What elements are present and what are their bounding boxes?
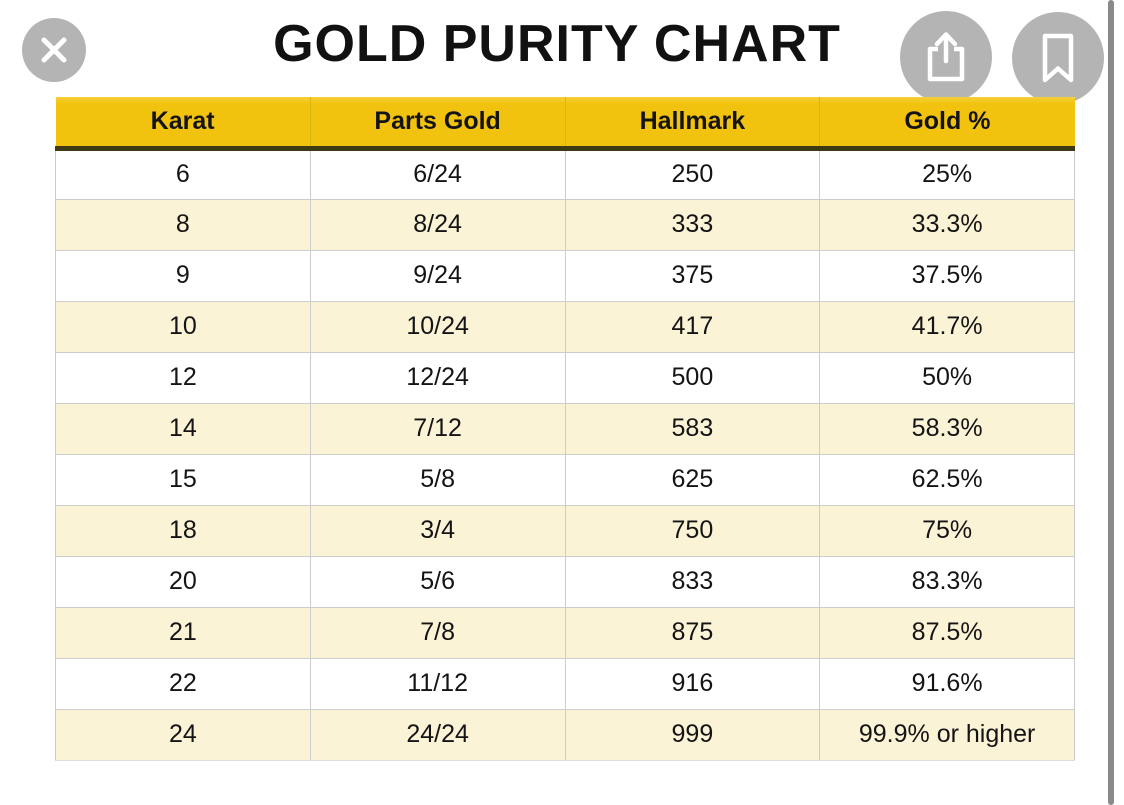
table-cell: 33.3% (819, 198, 1075, 251)
table-cell: 5/8 (309, 453, 566, 506)
column-header: Hallmark (564, 97, 821, 151)
table-cell: 37.5% (819, 249, 1075, 302)
table-cell: 87.5% (819, 606, 1075, 659)
table-cell: 41.7% (819, 300, 1075, 353)
table-cell: 7/8 (309, 606, 566, 659)
table-cell: 750 (564, 504, 821, 557)
scrollbar[interactable] (1108, 0, 1114, 805)
table-cell: 9/24 (309, 249, 566, 302)
table-cell: 8/24 (309, 198, 566, 251)
table-cell: 21 (55, 606, 311, 659)
table-cell: 500 (564, 351, 821, 404)
table-cell: 15 (55, 453, 311, 506)
share-button[interactable] (900, 11, 992, 103)
close-icon (41, 37, 67, 63)
table-row: 15 5/8 625 62.5% (55, 453, 1075, 506)
table-row: 9 9/24 375 37.5% (55, 249, 1075, 302)
table-cell: 875 (564, 606, 821, 659)
table-cell: 5/6 (309, 555, 566, 608)
table-cell: 3/4 (309, 504, 566, 557)
table-cell: 24/24 (309, 708, 566, 761)
table-cell: 6 (55, 147, 311, 200)
page-title: GOLD PURITY CHART (273, 15, 841, 73)
table-cell: 999 (564, 708, 821, 761)
table-row: 21 7/8 875 87.5% (55, 606, 1075, 659)
gold-purity-table: Karat Parts Gold Hallmark Gold % 6 6/24 250 25… (55, 97, 1075, 761)
table-row: 8 8/24 333 33.3% (55, 198, 1075, 251)
table-body: 6 6/24 250 25% 8 8/24 333 33.3% 9 9/24 375 37.5% 10 1… (55, 147, 1075, 761)
table-row: 20 5/6 833 83.3% (55, 555, 1075, 608)
table-cell: 375 (564, 249, 821, 302)
table-cell: 75% (819, 504, 1075, 557)
table-cell: 91.6% (819, 657, 1075, 710)
table-cell: 14 (55, 402, 311, 455)
table-header: Karat Parts Gold Hallmark Gold % (55, 97, 1075, 151)
bookmark-button[interactable] (1012, 12, 1104, 104)
table-cell: 10 (55, 300, 311, 353)
table-cell: 50% (819, 351, 1075, 404)
bookmark-icon (1042, 33, 1074, 83)
column-header: Parts Gold (309, 97, 566, 151)
table-cell: 58.3% (819, 402, 1075, 455)
table-cell: 24 (55, 708, 311, 761)
table-row: 24 24/24 999 99.9% or higher (55, 708, 1075, 761)
table-cell: 25% (819, 147, 1075, 200)
table-cell: 583 (564, 402, 821, 455)
table-cell: 83.3% (819, 555, 1075, 608)
table-cell: 12/24 (309, 351, 566, 404)
table-cell: 62.5% (819, 453, 1075, 506)
table-cell: 625 (564, 453, 821, 506)
table-cell: 250 (564, 147, 821, 200)
table-row: 18 3/4 750 75% (55, 504, 1075, 557)
close-button[interactable] (22, 18, 86, 82)
table-row: 10 10/24 417 41.7% (55, 300, 1075, 353)
table-cell: 11/12 (309, 657, 566, 710)
table-row: 22 11/12 916 91.6% (55, 657, 1075, 710)
column-header: Gold % (819, 97, 1075, 151)
table-header-row: Karat Parts Gold Hallmark Gold % (55, 97, 1075, 151)
table-cell: 333 (564, 198, 821, 251)
table-cell: 916 (564, 657, 821, 710)
table-cell: 18 (55, 504, 311, 557)
column-header: Karat (55, 97, 311, 151)
table-cell: 417 (564, 300, 821, 353)
table-cell: 10/24 (309, 300, 566, 353)
table-cell: 20 (55, 555, 311, 608)
table-cell: 99.9% or higher (819, 708, 1075, 761)
table-cell: 8 (55, 198, 311, 251)
share-icon (927, 32, 965, 82)
table-row: 14 7/12 583 58.3% (55, 402, 1075, 455)
table-row: 6 6/24 250 25% (55, 147, 1075, 200)
table-cell: 833 (564, 555, 821, 608)
table-cell: 7/12 (309, 402, 566, 455)
table-row: 12 12/24 500 50% (55, 351, 1075, 404)
table-cell: 9 (55, 249, 311, 302)
table-cell: 6/24 (309, 147, 566, 200)
table-cell: 22 (55, 657, 311, 710)
table-cell: 12 (55, 351, 311, 404)
